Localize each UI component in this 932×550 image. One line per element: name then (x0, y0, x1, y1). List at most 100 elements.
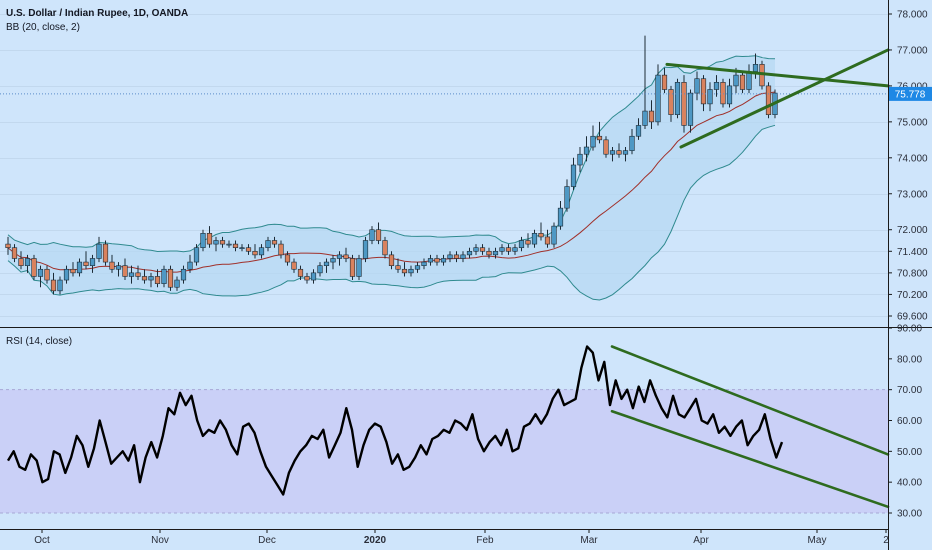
candle-body (245, 247, 252, 252)
candle-body (369, 229, 375, 241)
candle (63, 265, 70, 284)
candle-body (707, 89, 713, 105)
candle-body (148, 276, 154, 281)
candle (50, 272, 57, 295)
candle-body (505, 247, 512, 252)
rsi-pane[interactable] (0, 345, 890, 514)
candle (557, 200, 564, 230)
candle (707, 82, 713, 112)
rsi-tick-label: 40.00 (897, 478, 922, 489)
candle (492, 247, 499, 259)
candle (408, 265, 414, 277)
candle-body (629, 135, 635, 151)
candle-body (297, 268, 304, 277)
candle (11, 244, 18, 263)
candle-body (284, 254, 291, 263)
candle (174, 276, 180, 291)
candle-body (531, 233, 538, 245)
candle (18, 251, 24, 270)
candle-body (395, 265, 401, 270)
candle (258, 244, 265, 259)
candle-body (479, 247, 486, 252)
candle-body (674, 82, 681, 115)
candle (57, 276, 63, 295)
candle-body (473, 247, 479, 252)
candle (616, 143, 622, 158)
candle-body (187, 261, 193, 270)
triangle-trendlines[interactable] (665, 48, 890, 149)
candle-body (551, 225, 557, 245)
candle (239, 244, 245, 252)
triangle-upper-trendline[interactable] (665, 62, 890, 88)
candle-body (447, 254, 453, 259)
bollinger-upper-line (7, 55, 776, 253)
candle (271, 236, 278, 248)
candle-body (466, 250, 473, 256)
candle-body (102, 243, 109, 263)
candle-body (739, 74, 746, 90)
candle (161, 265, 167, 288)
candle-body (310, 272, 317, 281)
candle (681, 75, 687, 133)
bb-indicator-label[interactable]: BB (20, close, 2) (6, 22, 80, 33)
candle-body (557, 207, 564, 227)
candle (427, 254, 434, 266)
rsi-channel-trendlines[interactable] (610, 345, 890, 509)
triangle-lower-trendline[interactable] (679, 48, 890, 149)
price-tick-label: 74.000 (897, 153, 928, 164)
rsi-indicator-label[interactable]: RSI (14, close) (6, 336, 72, 347)
time-tick-label: 2020 (364, 535, 387, 546)
candle (726, 78, 733, 108)
rsi-axis[interactable]: 90.00 80.00 70.00 60.00 50.00 40.00 30.00 (888, 324, 922, 520)
candle (109, 254, 115, 273)
candle (226, 240, 232, 248)
price-pane[interactable] (0, 14, 890, 317)
candle (401, 262, 408, 277)
candle-body (330, 258, 336, 263)
candle-body (278, 243, 284, 256)
candle (635, 118, 642, 140)
candle-body (349, 258, 356, 277)
candle-body (50, 279, 57, 292)
symbol-title[interactable]: U.S. Dollar / Indian Rupee, 1D, OANDA (6, 8, 188, 19)
candle-body (421, 261, 427, 266)
candle (505, 244, 512, 255)
candle-body (141, 276, 148, 281)
candle (167, 265, 174, 291)
candle (661, 67, 668, 94)
candle (349, 254, 356, 281)
candle-body (70, 268, 76, 274)
candle (369, 226, 375, 245)
rsi-upper-channel-line[interactable] (610, 345, 890, 456)
candle (499, 244, 505, 255)
rsi-tick-label: 90.00 (897, 324, 922, 335)
candle (642, 35, 648, 130)
candle-body (232, 243, 239, 248)
candle (720, 78, 726, 108)
candle (739, 71, 746, 94)
candle-body (661, 74, 668, 90)
candle-body (687, 92, 694, 126)
last-price-label: 75.778 (889, 86, 932, 101)
candle-body (460, 254, 466, 259)
candle-body (135, 272, 141, 277)
price-tick-label: 73.000 (897, 189, 928, 200)
candle-body (713, 82, 720, 90)
candle (76, 258, 83, 277)
candle-body (596, 135, 603, 141)
candle-body (258, 247, 265, 256)
candle-body (317, 265, 323, 274)
candle (700, 75, 707, 112)
candle (245, 244, 252, 255)
time-axis[interactable]: Oct Nov Dec 2020 Feb Mar Apr May 2 (34, 529, 889, 546)
candle-body (89, 258, 96, 266)
candle-body (642, 110, 648, 126)
price-tick-label: 70.200 (897, 290, 928, 301)
candle (694, 71, 700, 101)
rsi-lower-channel-line[interactable] (610, 409, 890, 509)
time-tick-label: May (808, 535, 827, 546)
candle (486, 247, 492, 259)
candle (336, 251, 343, 266)
rsi-line (6, 345, 784, 496)
